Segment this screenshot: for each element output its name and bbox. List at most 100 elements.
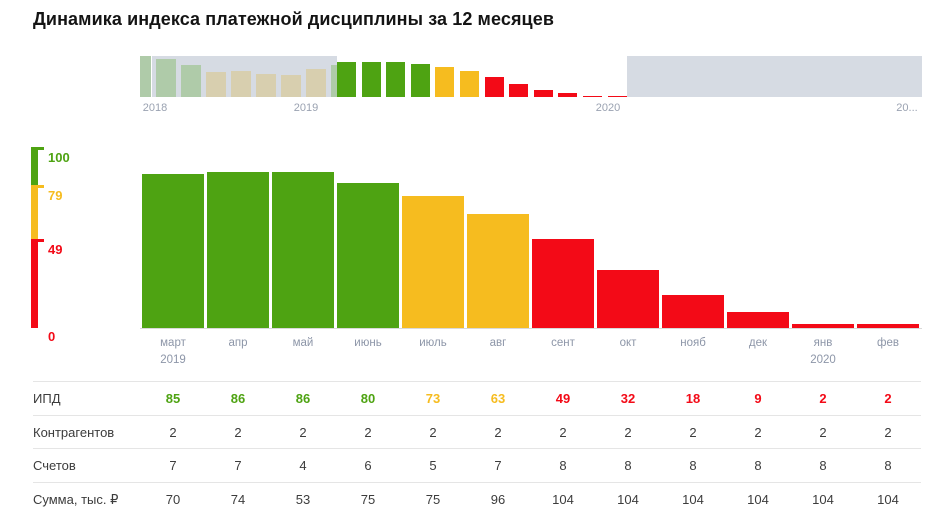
- chart-bar[interactable]: [467, 214, 529, 328]
- navigator-history-bar[interactable]: [331, 65, 337, 97]
- x-axis-year-label: 2019: [160, 354, 186, 366]
- table-cell: 18: [685, 391, 701, 406]
- chart-bar[interactable]: [207, 172, 269, 328]
- table-cell: 8: [624, 458, 632, 473]
- chart-bar[interactable]: [142, 174, 204, 328]
- navigator-history-bar[interactable]: [140, 56, 151, 97]
- scale-tick: [31, 147, 44, 150]
- x-axis-label: нояб: [680, 337, 706, 349]
- navigator-history-bar[interactable]: [256, 74, 276, 97]
- table-cell: 104: [617, 491, 639, 507]
- table-cell: 8: [689, 458, 697, 473]
- table-cell: 2: [169, 424, 177, 440]
- x-axis-label: март: [160, 337, 186, 349]
- table-cell: 2: [884, 391, 892, 406]
- table-cell: 2: [819, 391, 827, 406]
- navigator-bar[interactable]: [583, 96, 602, 97]
- x-axis-line: [140, 328, 922, 329]
- table-cell: 70: [165, 491, 181, 507]
- scale-segment: [31, 239, 38, 328]
- navigator-bar[interactable]: [534, 90, 553, 97]
- x-axis-label: апр: [228, 337, 248, 349]
- chart-bar[interactable]: [792, 324, 854, 328]
- navigator-history-bar[interactable]: [181, 65, 201, 97]
- table-cell: 74: [230, 491, 246, 507]
- table-cell: 63: [490, 391, 506, 406]
- chart-bar[interactable]: [727, 312, 789, 328]
- navigator-bar[interactable]: [608, 96, 627, 97]
- navigator-unselected-right-overlay[interactable]: [627, 56, 922, 97]
- chart-bar[interactable]: [337, 183, 399, 328]
- table-cell: 7: [234, 458, 242, 473]
- table-cell: 8: [754, 458, 762, 473]
- navigator-bar[interactable]: [411, 64, 430, 97]
- navigator-bar[interactable]: [435, 67, 454, 97]
- x-axis-label: сент: [551, 337, 575, 349]
- table-cell: 85: [165, 391, 181, 406]
- chart-bar[interactable]: [597, 270, 659, 328]
- x-axis-label: окт: [619, 337, 637, 349]
- row-separator: [33, 448, 921, 449]
- navigator-bar[interactable]: [558, 93, 577, 97]
- x-axis-label: янв: [813, 337, 833, 349]
- row-separator: [33, 481, 921, 483]
- table-cell: 104: [877, 491, 899, 507]
- table-cell: 75: [425, 491, 441, 507]
- table-cell: 2: [364, 424, 372, 440]
- row-label: ИПД: [33, 391, 61, 406]
- scale-tick-label: 49: [48, 242, 63, 257]
- table-cell: 5: [429, 458, 437, 473]
- scale-segment: [31, 185, 38, 239]
- table-cell: 2: [624, 424, 632, 440]
- navigator-history-bar[interactable]: [156, 59, 176, 97]
- row-label: Счетов: [33, 458, 76, 473]
- table-cell: 9: [754, 391, 762, 406]
- table-cell: 49: [555, 391, 571, 406]
- x-axis-label: июль: [419, 337, 447, 349]
- chart-bar[interactable]: [272, 172, 334, 328]
- table-cell: 4: [299, 458, 307, 473]
- table-cell: 75: [360, 491, 376, 507]
- navigator-history-bar[interactable]: [206, 72, 226, 97]
- chart-bar[interactable]: [532, 239, 594, 328]
- x-axis-label: май: [292, 337, 314, 349]
- x-axis-label: июнь: [354, 337, 382, 349]
- scale-segment: [31, 147, 38, 185]
- table-cell: 2: [234, 424, 242, 440]
- table-cell: 2: [299, 424, 307, 440]
- navigator-bar[interactable]: [337, 62, 356, 97]
- navigator-bar[interactable]: [362, 62, 381, 97]
- row-separator: [33, 414, 921, 416]
- chart-bar[interactable]: [857, 324, 919, 328]
- scale-tick-label: 0: [48, 329, 56, 344]
- row-label: Контрагентов: [33, 424, 115, 440]
- table-cell: 104: [552, 491, 574, 507]
- table-cell: 104: [747, 491, 769, 507]
- table-cell: 96: [490, 491, 506, 507]
- navigator-bar[interactable]: [386, 62, 405, 97]
- navigator-history-bar[interactable]: [231, 71, 251, 97]
- chart-bar[interactable]: [402, 196, 464, 328]
- table-cell: 86: [230, 391, 246, 406]
- navigator-year-label: 20...: [896, 102, 918, 114]
- row-label: Сумма, тыс. ₽: [33, 491, 119, 507]
- navigator-history-bar[interactable]: [281, 75, 301, 97]
- navigator-bar[interactable]: [485, 77, 504, 97]
- chart-title: Динамика индекса платежной дисциплины за…: [33, 9, 554, 29]
- table-cell: 2: [819, 424, 827, 440]
- navigator-bar[interactable]: [460, 71, 479, 97]
- table-cell: 2: [429, 424, 437, 440]
- table-cell: 2: [494, 424, 502, 440]
- navigator-year-label: 2020: [595, 102, 621, 114]
- x-axis-label: авг: [489, 337, 507, 349]
- table-cell: 53: [295, 491, 311, 507]
- scale-tick: [31, 239, 44, 242]
- chart-bar[interactable]: [662, 295, 724, 328]
- x-axis-label: дек: [748, 337, 768, 349]
- navigator-history-bar[interactable]: [306, 69, 326, 97]
- navigator-bar[interactable]: [509, 84, 528, 97]
- x-axis-label: фев: [877, 337, 899, 349]
